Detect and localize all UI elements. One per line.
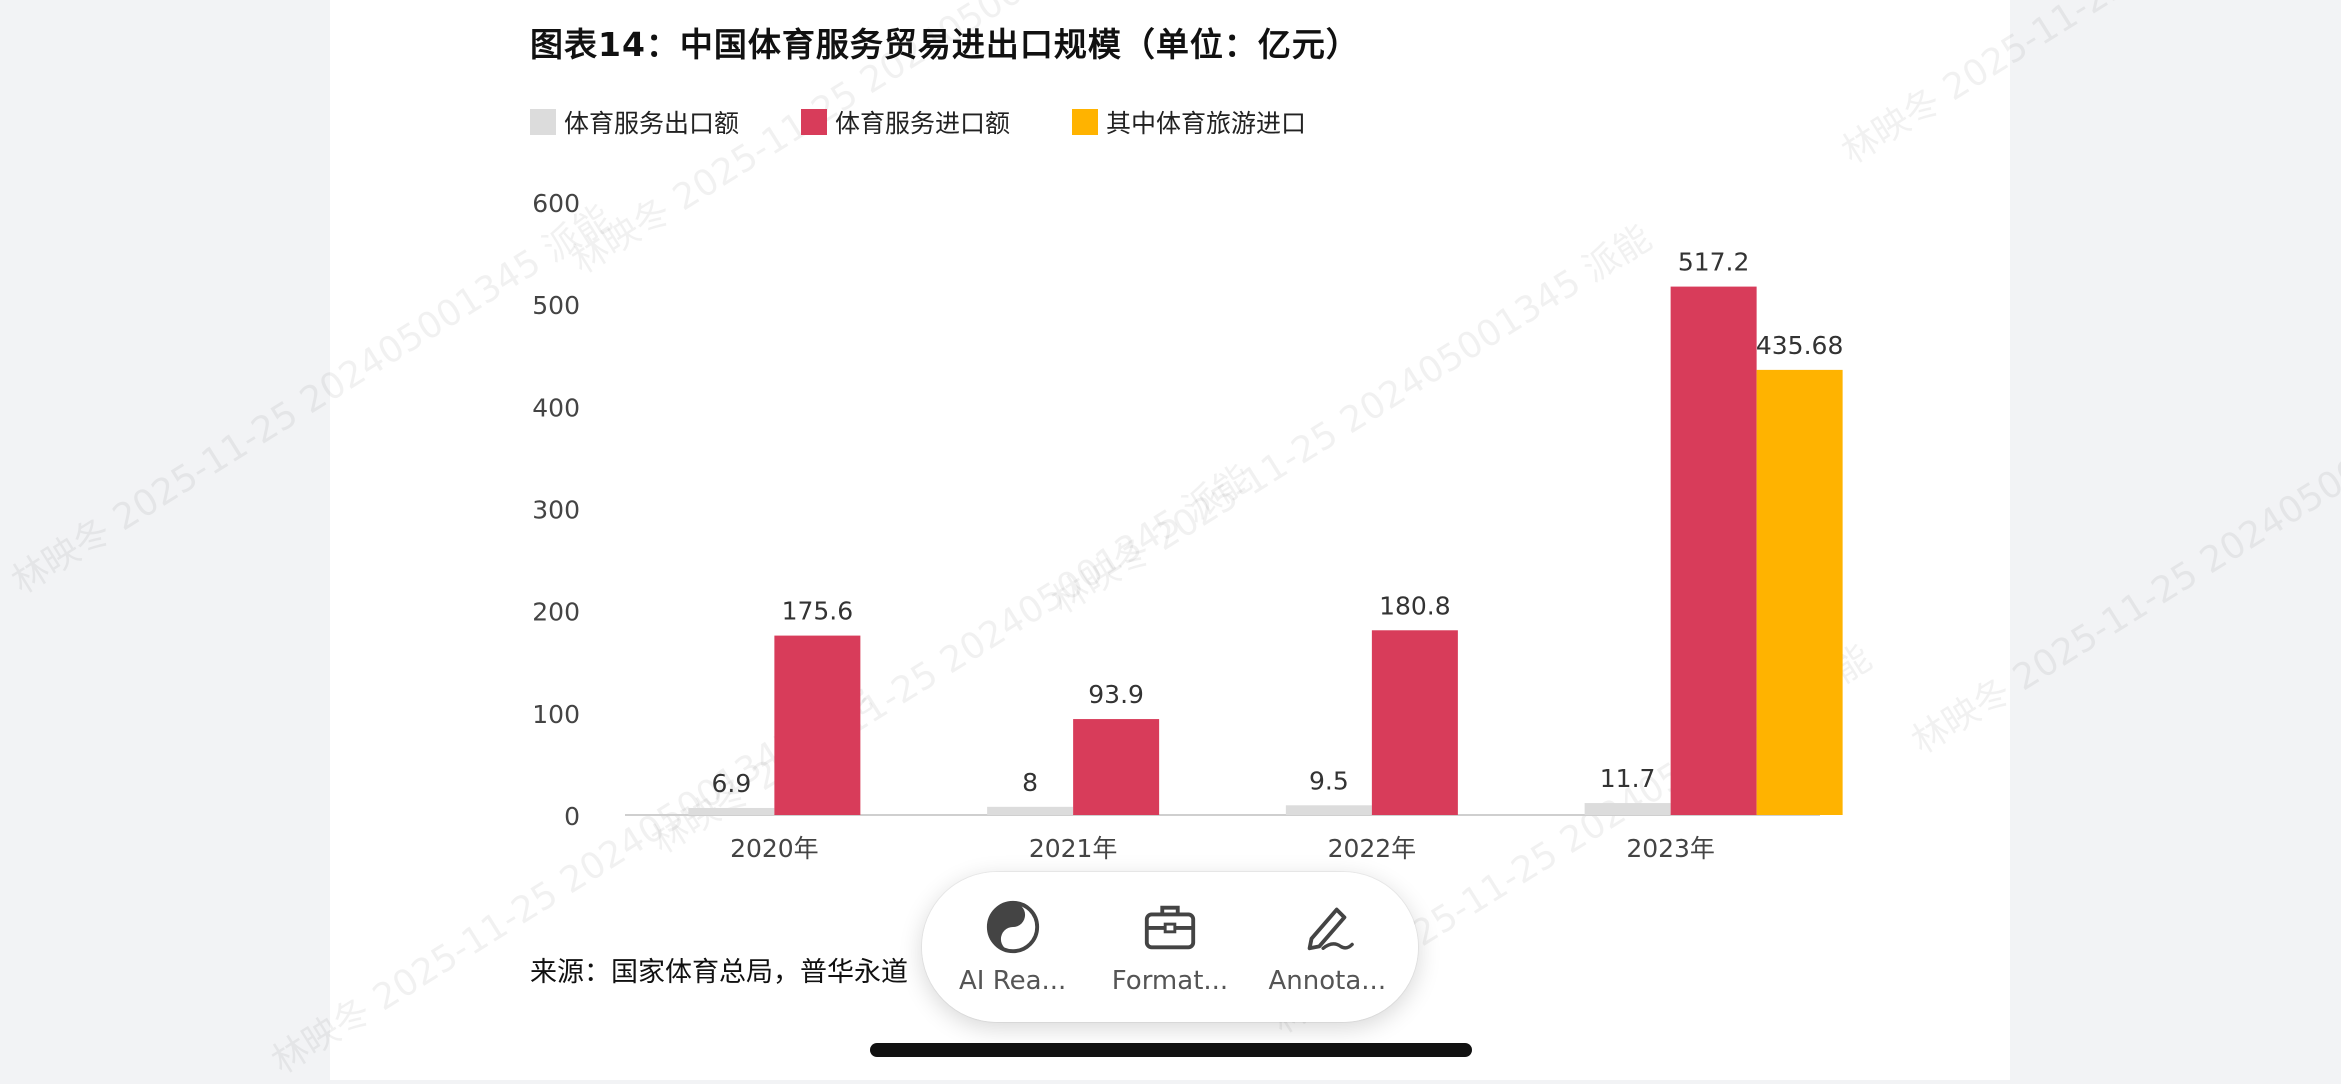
bar [987,806,1074,815]
bar [1073,719,1160,815]
legend-swatch-export [530,109,556,135]
format-button[interactable]: Format... [1100,898,1240,996]
ai-reading-icon [986,900,1039,954]
toolbox-icon [1144,905,1196,950]
y-tick-label: 300 [532,496,580,525]
data-label: 9.5 [1309,766,1349,795]
legend-swatch-tourism [1072,109,1099,135]
format-label: Format... [1111,966,1229,996]
chart-legend: 体育服务出口额 体育服务进口额 其中体育旅游进口 [530,104,1306,140]
legend-item-export: 体育服务出口额 [530,104,739,140]
source-note: 来源：国家体育总局，普华永道 [530,957,908,988]
legend-label-tourism: 其中体育旅游进口 [1106,109,1307,138]
y-tick-label: 400 [532,393,580,422]
legend-item-import: 体育服务进口额 [801,104,1010,140]
y-tick-label: 600 [532,189,580,218]
x-tick-label: 2023年 [1626,834,1715,863]
data-label: 180.8 [1379,591,1451,620]
y-tick-label: 100 [532,700,580,729]
legend-label-import: 体育服务进口额 [835,109,1011,138]
floating-toolbar: AI Rea... Format... Annota... [922,872,1418,1022]
data-label: 6.9 [711,769,751,798]
bar [1584,803,1671,815]
bar [1670,286,1757,815]
data-label: 435.68 [1756,331,1843,360]
x-tick-label: 2020年 [730,834,819,863]
data-label: 8 [1022,768,1038,797]
y-tick-label: 200 [532,598,580,627]
annotate-button[interactable]: Annota... [1257,898,1397,996]
ai-reading-button[interactable]: AI Rea... [943,898,1083,996]
data-label: 517.2 [1678,248,1750,277]
bar [774,635,861,815]
bar [1285,805,1372,815]
legend-swatch-import [801,109,828,135]
y-tick-label: 500 [532,291,580,320]
bar [688,807,775,815]
x-tick-label: 2022年 [1328,834,1417,863]
bar [1756,369,1843,815]
home-indicator[interactable] [870,1043,1472,1057]
annotate-label: Annota... [1268,966,1387,996]
x-tick-label: 2021年 [1029,834,1118,863]
data-label: 93.9 [1088,680,1144,709]
legend-item-tourism: 其中体育旅游进口 [1072,104,1306,140]
data-label: 175.6 [782,597,854,626]
ai-reading-label: AI Rea... [958,966,1067,996]
pen-icon [1307,907,1355,951]
bar [1371,630,1458,815]
chart-title: 图表14：中国体育服务贸易进出口规模（单位：亿元） [530,25,1360,64]
y-tick-label: 0 [564,802,580,831]
data-label: 11.7 [1600,764,1656,793]
legend-label-export: 体育服务出口额 [564,109,740,138]
